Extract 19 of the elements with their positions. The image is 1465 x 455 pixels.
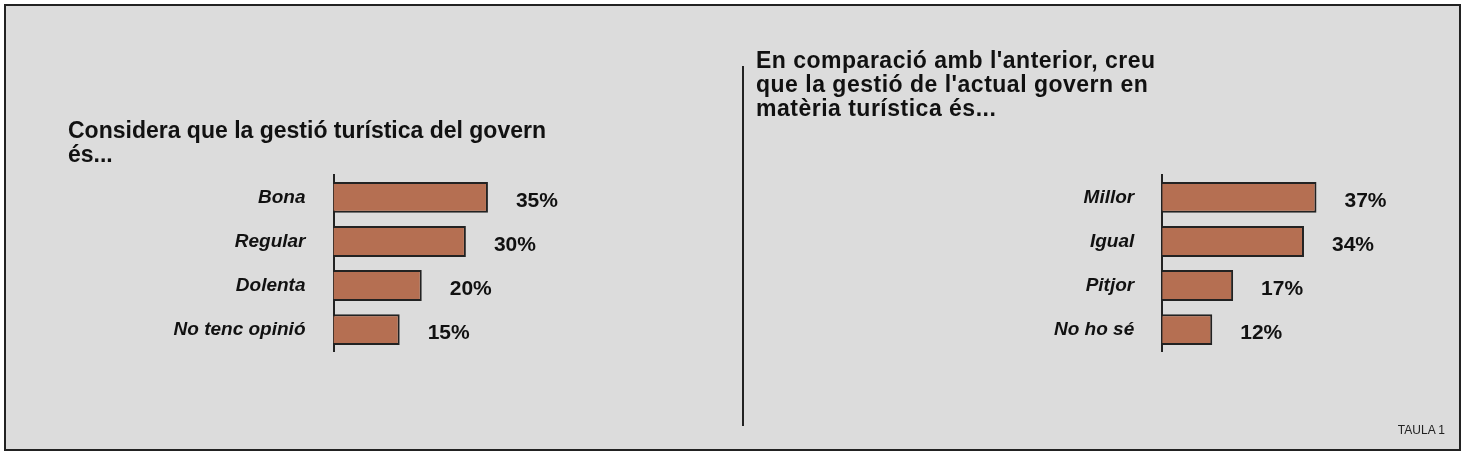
chart-title: Considera que la gestió turística del govern és... [68, 117, 547, 167]
text: En comparació amb l'anterior, creu que la gestió de l'actual govern en matèria turística és... [756, 47, 1157, 121]
data-label: 35% [515, 188, 559, 212]
data-label: 17% [1261, 276, 1304, 300]
y-tick-label: Regular [234, 229, 308, 251]
text: TAULA 1 [1397, 423, 1445, 437]
y-tick-label: Igual [1089, 229, 1135, 251]
data-label: 12% [1240, 320, 1283, 344]
y-tick-label: No ho sé [1054, 317, 1135, 339]
data-label: 34% [1331, 232, 1375, 256]
data-label: 20% [449, 276, 493, 300]
y-tick-label: Dolenta [235, 273, 306, 295]
y-tick-label: Pitjor [1085, 273, 1136, 295]
y-tick-label: No tenc opinió [173, 317, 306, 339]
y-tick-label: Millor [1083, 185, 1136, 207]
data-label: 30% [493, 232, 537, 256]
y-tick-label: Bona [258, 185, 306, 207]
data-label: 37% [1344, 188, 1387, 212]
data-label: 15% [427, 320, 471, 344]
